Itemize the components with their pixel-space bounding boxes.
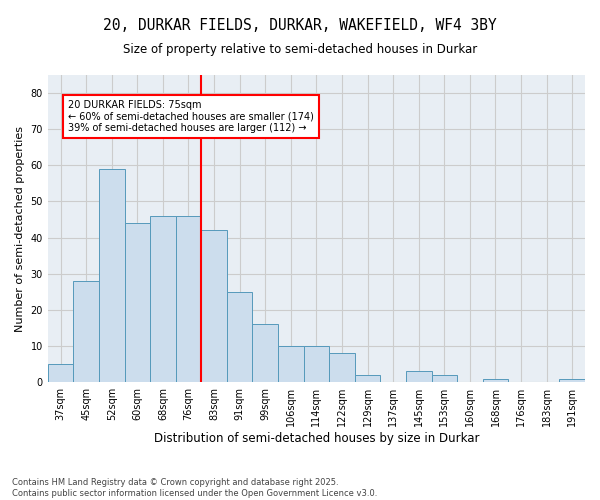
Bar [482,378,508,382]
Bar [48,364,73,382]
Text: 20, DURKAR FIELDS, DURKAR, WAKEFIELD, WF4 3BY: 20, DURKAR FIELDS, DURKAR, WAKEFIELD, WF… [103,18,497,32]
Bar [431,375,457,382]
Bar [99,169,125,382]
Bar [559,378,585,382]
Bar [176,216,201,382]
Y-axis label: Number of semi-detached properties: Number of semi-detached properties [15,126,25,332]
Bar [329,354,355,382]
Bar [201,230,227,382]
Bar [355,375,380,382]
Text: Contains HM Land Registry data © Crown copyright and database right 2025.
Contai: Contains HM Land Registry data © Crown c… [12,478,377,498]
Bar [73,281,99,382]
Text: Size of property relative to semi-detached houses in Durkar: Size of property relative to semi-detach… [123,42,477,56]
Bar [227,292,253,382]
Bar [150,216,176,382]
Bar [278,346,304,382]
Bar [406,372,431,382]
Text: 20 DURKAR FIELDS: 75sqm
← 60% of semi-detached houses are smaller (174)
39% of s: 20 DURKAR FIELDS: 75sqm ← 60% of semi-de… [68,100,314,134]
Bar [253,324,278,382]
X-axis label: Distribution of semi-detached houses by size in Durkar: Distribution of semi-detached houses by … [154,432,479,445]
Bar [125,223,150,382]
Bar [304,346,329,382]
